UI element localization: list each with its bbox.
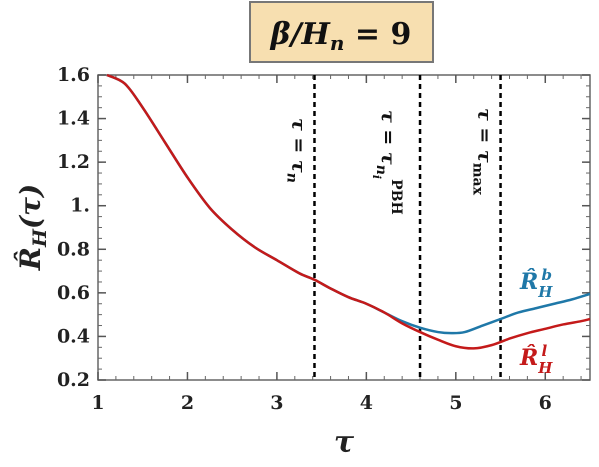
x-tick-label: 1 [91,392,104,414]
y-axis-title: R̂H(τ) [14,184,51,272]
vline-label-1: τ = τn [283,118,309,183]
y-tick-label: 1.4 [57,108,90,130]
vline-label-3: τ = τmax [470,108,496,196]
series-line-b [106,73,591,335]
y-tick-label: 0.4 [57,325,90,347]
x-tick-label: 6 [539,392,552,414]
x-tick-label: 4 [360,392,373,414]
title-box [249,1,434,63]
legend-label-b: R̂Hb [519,266,553,301]
vline-label-2: τ = τniPBH [370,110,404,215]
y-tick-label: 0.6 [57,282,90,304]
series-line-l [106,73,591,350]
x-axis-title: τ [334,425,355,460]
legend-label-l: R̂Hl [519,342,553,377]
y-tick-label: 0.2 [57,369,90,391]
y-tick-label: 1.2 [57,151,90,173]
plot-frame [97,74,591,381]
y-tick-label: 1.6 [57,64,90,86]
y-tick-label: 0.8 [57,238,90,260]
chart-title: β/Hn = 9 [270,17,412,55]
x-tick-label: 2 [181,392,194,414]
x-tick-label: 5 [449,392,462,414]
y-tick-label: 1. [70,195,90,217]
x-tick-label: 3 [270,392,283,414]
